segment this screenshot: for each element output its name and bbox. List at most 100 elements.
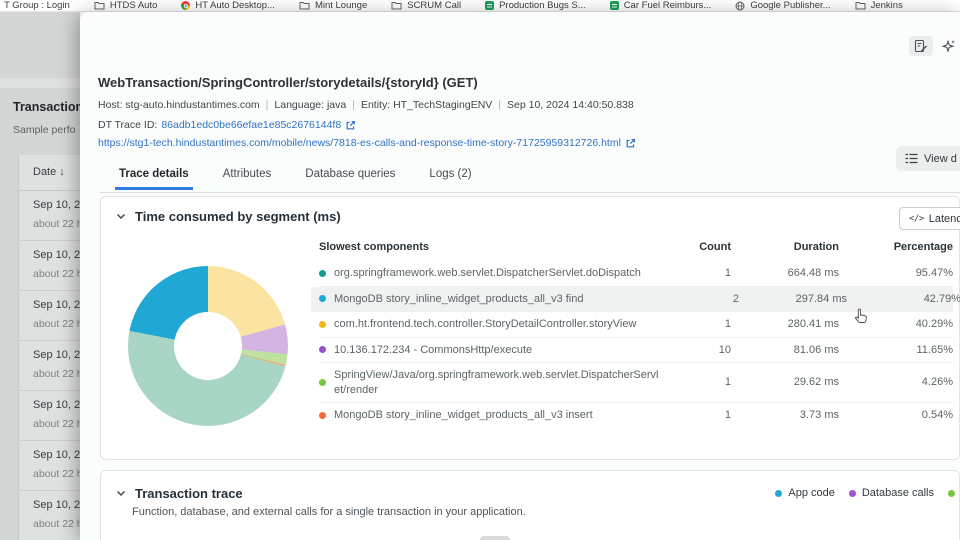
- transactions-list: Date ↓ Sep 10, 20 about 22 h Sep 10, 20 …: [18, 155, 80, 540]
- bookmark-label: HTDS Auto: [109, 0, 158, 11]
- bookmark-jenkins[interactable]: Jenkins: [855, 0, 903, 11]
- component-count: 2: [732, 292, 739, 305]
- date-column-header[interactable]: Date ↓: [19, 155, 80, 191]
- bookmark-mint-lounge[interactable]: Mint Lounge: [299, 0, 367, 11]
- bookmark-label: SCRUM Call: [407, 0, 462, 11]
- transaction-list-item[interactable]: Sep 10, 20 about 22 h: [19, 391, 80, 441]
- tab-attributes[interactable]: Attributes: [222, 168, 272, 180]
- transactions-panel-title: Transaction: [13, 100, 80, 114]
- segment-color-dot: [319, 320, 326, 328]
- table-row-hovered[interactable]: MongoDB story_inline_widget_products_all…: [311, 286, 960, 312]
- chevron-down-icon[interactable]: [116, 490, 126, 497]
- edit-notes-button[interactable]: [909, 36, 933, 56]
- globe-icon: [735, 1, 745, 10]
- ai-sparkle-button[interactable]: [937, 36, 959, 56]
- bookmark-ht-group-login[interactable]: T Group : Login: [4, 0, 70, 11]
- component-percentage: 40.29%: [915, 318, 953, 330]
- trace-id-link[interactable]: 86adb1edc0be66efae1e85c2676144f8: [161, 119, 342, 131]
- component-percentage: 0.54%: [921, 409, 953, 421]
- scroll-handle-peek[interactable]: [480, 536, 510, 540]
- component-name: MongoDB story_inline_widget_products_all…: [334, 409, 593, 421]
- component-count: 10: [718, 343, 731, 356]
- transaction-date: Sep 10, 20: [33, 299, 80, 311]
- bookmark-google-publisher[interactable]: Google Publisher...: [735, 0, 831, 11]
- transaction-title: WebTransaction/SpringController/storydet…: [98, 75, 478, 90]
- bookmarks-bar: T Group : Login HTDS Auto HT Auto Deskto…: [0, 0, 960, 12]
- tab-logs[interactable]: Logs (2): [429, 168, 472, 180]
- site-favicon-icon: [181, 1, 191, 10]
- folder-icon: [855, 2, 866, 10]
- component-name: com.ht.frontend.tech.controller.StoryDet…: [334, 318, 637, 330]
- legend-app-code[interactable]: App code: [775, 487, 835, 499]
- bookmark-production-bugs[interactable]: Production Bugs S...: [485, 0, 586, 11]
- sparkle-icon: [941, 39, 955, 53]
- bookmark-htds-auto[interactable]: HTDS Auto: [94, 0, 158, 11]
- transaction-list-item[interactable]: Sep 10, 20 about 22 h: [19, 191, 80, 241]
- transaction-date: Sep 10, 20: [33, 349, 80, 361]
- tab-divider: [100, 192, 960, 193]
- component-duration: 664.48 ms: [787, 267, 839, 279]
- bookmark-ht-auto-desktop[interactable]: HT Auto Desktop...: [181, 0, 275, 11]
- component-name: org.springframework.web.servlet.Dispatch…: [334, 267, 641, 279]
- header-duration: Duration: [793, 241, 839, 253]
- tab-trace-details[interactable]: Trace details: [115, 168, 193, 190]
- transaction-age: about 22 h: [33, 318, 80, 330]
- bookmark-scrum-call[interactable]: SCRUM Call: [391, 0, 461, 11]
- transaction-list-item[interactable]: Sep 10, 20 about 22 h: [19, 241, 80, 291]
- external-link-icon[interactable]: [345, 120, 356, 131]
- legend-dot: [948, 489, 955, 497]
- meta-separator: |: [498, 99, 502, 111]
- latency-toggle-button[interactable]: </> Latency: [899, 207, 960, 230]
- transaction-age: about 22 h: [33, 418, 80, 430]
- folder-icon: [391, 2, 402, 10]
- component-percentage: 11.65%: [916, 343, 954, 356]
- component-name: MongoDB story_inline_widget_products_all…: [334, 292, 584, 305]
- component-count: 1: [724, 376, 731, 389]
- table-row[interactable]: SpringView/Java/org.springframework.web.…: [319, 363, 953, 403]
- transaction-age: about 22 h: [33, 218, 80, 230]
- legend-database-calls[interactable]: Database calls: [848, 487, 934, 499]
- tab-database-queries[interactable]: Database queries: [305, 168, 396, 180]
- table-row[interactable]: 10.136.172.234 - CommonsHttp/execute 10 …: [319, 338, 954, 363]
- transaction-list-item[interactable]: Sep 10, 20 about 22 h: [19, 491, 80, 540]
- transaction-list-item[interactable]: Sep 10, 20 about 22 h: [19, 341, 80, 391]
- bookmark-label: Jenkins: [870, 0, 903, 11]
- bookmark-car-fuel-reimburs[interactable]: Car Fuel Reimburs...: [609, 0, 711, 11]
- meta-separator: |: [352, 99, 355, 111]
- view-details-button[interactable]: View d: [896, 146, 960, 171]
- component-count: 1: [724, 318, 731, 330]
- section-title: Transaction trace: [135, 486, 243, 501]
- dt-trace-id-row: DT Trace ID: 86adb1edc0be66efae1e85c2676…: [98, 119, 356, 131]
- component-name: 10.136.172.234 - CommonsHttp/execute: [334, 343, 533, 356]
- legend-label: Database calls: [861, 487, 934, 499]
- slowest-components-table: Slowest components Count Duration Percen…: [311, 241, 960, 428]
- segment-color-dot: [319, 295, 326, 303]
- meta-entity: Entity: HT_TechStagingENV: [360, 99, 493, 111]
- transaction-date: Sep 10, 20: [33, 499, 80, 511]
- segment-donut-chart[interactable]: [128, 266, 288, 426]
- transaction-trace-card: Transaction trace Function, database, an…: [100, 470, 960, 540]
- transactions-panel-subtitle: Sample perfo: [13, 124, 76, 136]
- table-row[interactable]: com.ht.frontend.tech.controller.StoryDet…: [319, 312, 953, 338]
- external-link-icon[interactable]: [625, 138, 636, 149]
- component-percentage: 42.79%: [923, 292, 960, 305]
- chevron-down-icon[interactable]: [116, 213, 126, 220]
- transaction-age: about 22 h: [33, 268, 80, 280]
- mouse-cursor-hand: [853, 306, 870, 330]
- request-url-link[interactable]: https://stg1-tech.hindustantimes.com/mob…: [98, 137, 621, 149]
- transaction-date: Sep 10, 20: [33, 249, 80, 261]
- table-row[interactable]: org.springframework.web.servlet.Dispatch…: [319, 261, 953, 287]
- header-percentage: Percentage: [893, 241, 953, 253]
- legend-external-clipped[interactable]: [948, 489, 960, 497]
- transaction-list-item[interactable]: Sep 10, 20 about 22 h: [19, 291, 80, 341]
- transaction-meta: Host: stg-auto.hindustantimes.com | Langua…: [98, 99, 634, 111]
- component-duration: 297.84 ms: [795, 292, 847, 305]
- transaction-list-item[interactable]: Sep 10, 20 about 22 h: [19, 441, 80, 491]
- table-row[interactable]: MongoDB story_inline_widget_products_all…: [319, 403, 953, 428]
- trace-details-panel: WebTransaction/SpringController/storydet…: [80, 12, 960, 540]
- latency-label: Latency: [928, 212, 960, 225]
- component-duration: 3.73 ms: [799, 409, 839, 421]
- bookmark-label: HT Auto Desktop...: [195, 0, 275, 11]
- table-header-row: Slowest components Count Duration Percen…: [319, 241, 953, 261]
